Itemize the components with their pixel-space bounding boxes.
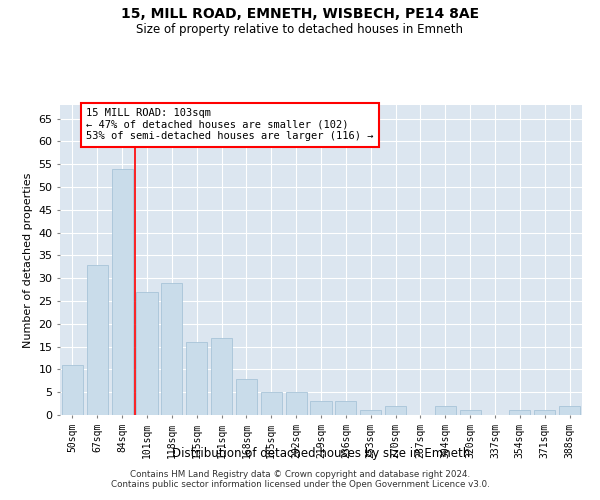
Bar: [559, 406, 580, 415]
Bar: [360, 410, 381, 415]
Bar: [186, 342, 207, 415]
Bar: [261, 392, 282, 415]
Text: Size of property relative to detached houses in Emneth: Size of property relative to detached ho…: [137, 22, 464, 36]
Y-axis label: Number of detached properties: Number of detached properties: [23, 172, 32, 348]
Text: 15 MILL ROAD: 103sqm
← 47% of detached houses are smaller (102)
53% of semi-deta: 15 MILL ROAD: 103sqm ← 47% of detached h…: [86, 108, 374, 142]
Bar: [87, 264, 108, 415]
Bar: [335, 402, 356, 415]
Bar: [385, 406, 406, 415]
Bar: [136, 292, 158, 415]
Bar: [460, 410, 481, 415]
Bar: [211, 338, 232, 415]
Bar: [310, 402, 332, 415]
Bar: [112, 169, 133, 415]
Bar: [236, 378, 257, 415]
Bar: [161, 283, 182, 415]
Bar: [62, 365, 83, 415]
Text: Distribution of detached houses by size in Emneth: Distribution of detached houses by size …: [172, 448, 470, 460]
Bar: [509, 410, 530, 415]
Bar: [286, 392, 307, 415]
Text: Contains HM Land Registry data © Crown copyright and database right 2024.: Contains HM Land Registry data © Crown c…: [130, 470, 470, 479]
Bar: [534, 410, 555, 415]
Text: Contains public sector information licensed under the Open Government Licence v3: Contains public sector information licen…: [110, 480, 490, 489]
Bar: [435, 406, 456, 415]
Text: 15, MILL ROAD, EMNETH, WISBECH, PE14 8AE: 15, MILL ROAD, EMNETH, WISBECH, PE14 8AE: [121, 8, 479, 22]
